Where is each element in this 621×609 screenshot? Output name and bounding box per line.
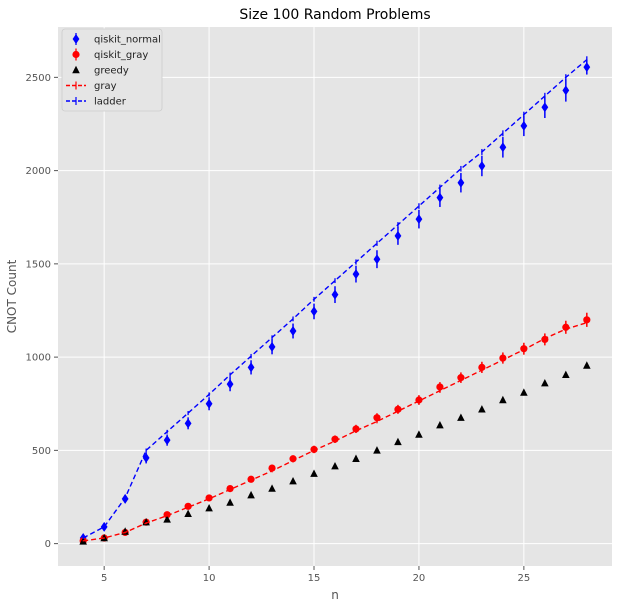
- series-qiskit_normal: [79, 59, 591, 544]
- y-tick-label: 0: [45, 539, 51, 550]
- data-point: [331, 289, 339, 300]
- chart-title: Size 100 Random Problems: [239, 7, 430, 23]
- data-point: [415, 430, 423, 438]
- x-tick-label: 15: [308, 573, 321, 584]
- legend-label: qiskit_normal: [94, 35, 161, 46]
- data-point: [394, 437, 402, 446]
- data-point: [541, 102, 549, 113]
- data-point: [436, 192, 444, 203]
- series-gray: [82, 319, 588, 542]
- legend-box: [61, 28, 163, 112]
- data-point: [289, 476, 297, 485]
- data-point: [268, 341, 276, 352]
- data-point: [457, 177, 465, 188]
- x-axis-label: n: [331, 588, 339, 602]
- data-point: [541, 379, 549, 387]
- data-point: [457, 374, 465, 382]
- data-point: [247, 490, 255, 499]
- y-tick-label: 1500: [26, 259, 51, 270]
- data-point: [520, 120, 528, 131]
- data-point: [226, 498, 234, 506]
- legend-item-greedy: greedy: [72, 66, 129, 77]
- data-point: [184, 509, 192, 517]
- data-point: [373, 414, 381, 422]
- data-point: [226, 379, 234, 390]
- data-point: [72, 50, 80, 59]
- data-point: [415, 214, 423, 225]
- data-point: [142, 452, 150, 463]
- data-point: [436, 383, 444, 391]
- data-point: [205, 398, 213, 409]
- legend-item-ladder: ladder: [66, 97, 127, 108]
- legend-label: greedy: [94, 66, 129, 77]
- data-point: [457, 413, 465, 421]
- legend-item-qiskit_gray: qiskit_gray: [72, 48, 148, 61]
- data-point: [310, 469, 318, 477]
- data-point: [289, 455, 297, 463]
- series-layer: [79, 56, 591, 545]
- data-point: [289, 326, 297, 337]
- data-point: [163, 515, 171, 523]
- data-point: [394, 230, 402, 241]
- legend-label: gray: [94, 81, 117, 92]
- data-point: [72, 34, 80, 44]
- data-point: [205, 503, 213, 512]
- data-point: [331, 462, 339, 470]
- data-point: [436, 420, 444, 429]
- data-point: [268, 484, 276, 492]
- data-point: [583, 62, 591, 73]
- series-greedy: [79, 361, 591, 545]
- data-point: [478, 363, 486, 371]
- data-point: [142, 517, 150, 526]
- data-point: [373, 446, 381, 454]
- data-point: [352, 454, 360, 462]
- data-point: [499, 142, 507, 153]
- data-point: [163, 435, 171, 446]
- data-point: [562, 370, 570, 379]
- x-tick-label: 5: [101, 573, 107, 584]
- data-point: [520, 388, 528, 396]
- data-point: [499, 395, 507, 404]
- data-point: [184, 418, 192, 429]
- y-axis-label: CNOT Count: [5, 259, 19, 333]
- x-tick-label: 20: [413, 573, 426, 584]
- data-point: [583, 361, 591, 369]
- legend-item-gray: gray: [66, 81, 117, 92]
- x-axis-ticks: 5 10 15 20 25: [101, 566, 530, 584]
- data-point: [478, 405, 486, 413]
- y-axis-ticks: 0 500 1000 1500 2000 2500: [26, 73, 58, 550]
- legend-label: ladder: [94, 97, 127, 108]
- y-tick-label: 2500: [26, 73, 51, 84]
- data-point: [247, 362, 255, 373]
- data-point: [478, 160, 486, 171]
- data-point: [373, 254, 381, 265]
- series-ladder: [82, 56, 588, 539]
- x-tick-label: 10: [203, 573, 216, 584]
- x-tick-label: 25: [517, 573, 530, 584]
- data-point: [352, 269, 360, 280]
- data-point: [72, 65, 80, 74]
- data-point: [562, 85, 570, 96]
- legend-label: qiskit_gray: [94, 50, 148, 61]
- legend-item-qiskit_normal: qiskit_normal: [72, 33, 161, 46]
- y-tick-label: 500: [32, 446, 51, 457]
- y-tick-label: 1000: [26, 353, 51, 364]
- data-point: [310, 306, 318, 317]
- y-tick-label: 2000: [26, 166, 51, 177]
